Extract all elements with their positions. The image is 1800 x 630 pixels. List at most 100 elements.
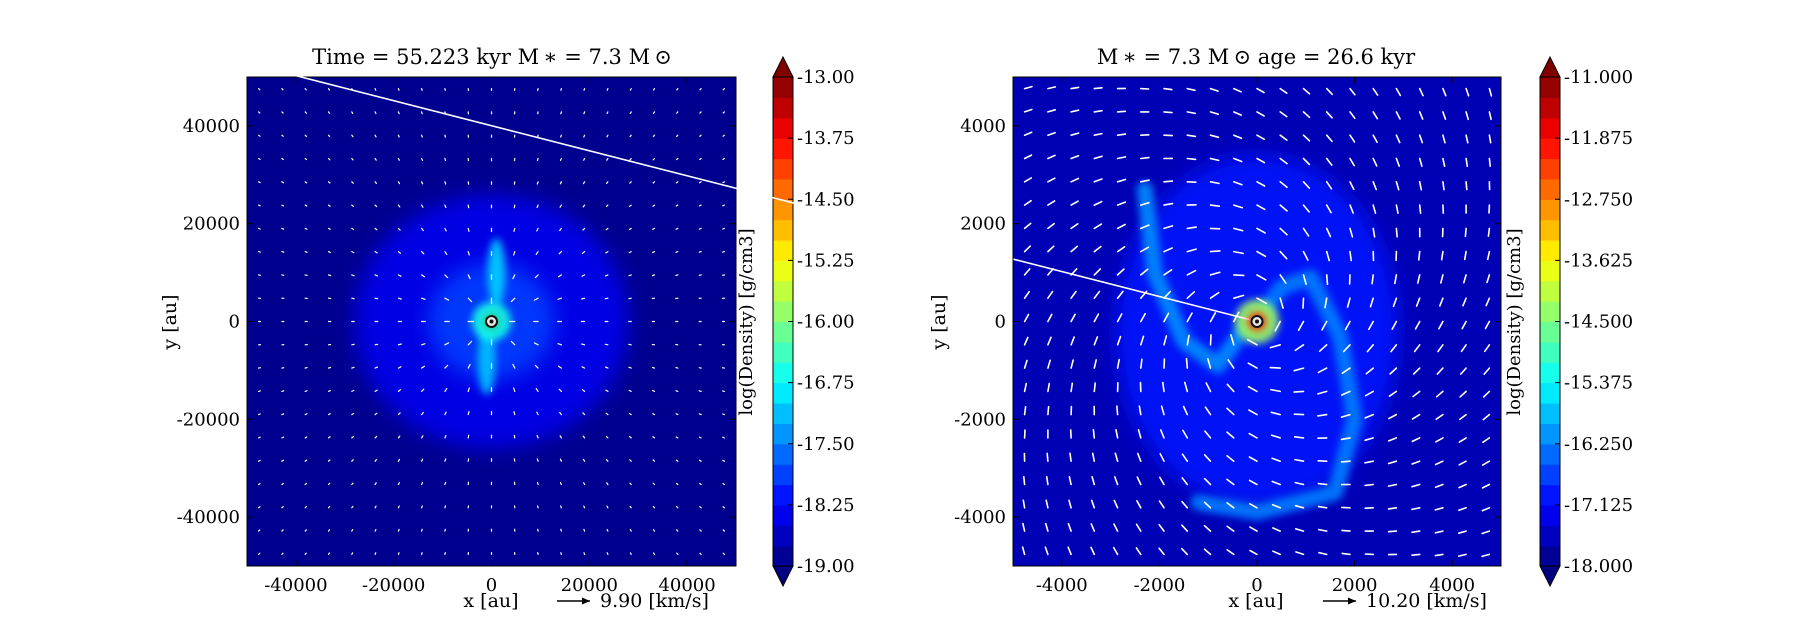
colorbar-band [773, 525, 793, 547]
velocity-vector [1116, 178, 1127, 183]
velocity-vector [1279, 111, 1288, 118]
velocity-vector [421, 365, 425, 369]
colorbar-band [1540, 280, 1560, 302]
velocity-vector [1247, 362, 1258, 369]
velocity-vector [397, 528, 400, 532]
velocity-vector [1070, 382, 1074, 393]
velocity-vector [258, 413, 261, 416]
velocity-vector [1227, 359, 1235, 369]
velocity-vector [605, 459, 609, 462]
colorbar-band [1540, 199, 1560, 221]
velocity-vector [1069, 452, 1072, 463]
velocity-vector [1346, 297, 1351, 308]
velocity-vector [421, 274, 425, 278]
velocity-vector [605, 389, 609, 392]
colorbar-band [773, 97, 793, 119]
velocity-vector [722, 157, 726, 160]
velocity-vector [1045, 522, 1049, 532]
velocity-vector [1093, 359, 1097, 369]
velocity-vector [1418, 204, 1422, 214]
velocity-vector [374, 366, 379, 369]
velocity-vector [1395, 181, 1400, 191]
velocity-vector [1279, 297, 1284, 309]
velocity-vector [327, 366, 332, 369]
velocity-vector [1256, 297, 1267, 305]
velocity-vector [1209, 271, 1221, 276]
velocity-vector [1294, 458, 1305, 463]
velocity-vector [722, 413, 726, 416]
panel-left-colorbar: -13.00 -13.75 -14.50 -15.25 -16.00 -16.75 -17.… [736, 55, 855, 588]
velocity-vector [582, 458, 586, 462]
velocity-vector [1483, 367, 1491, 375]
velocity-vector [651, 274, 656, 277]
velocity-vector [605, 227, 609, 231]
velocity-vector [1023, 108, 1033, 113]
velocity-vector [698, 459, 702, 462]
velocity-vector [281, 111, 284, 114]
velocity-vector [1186, 134, 1197, 138]
velocity-vector [513, 251, 516, 256]
velocity-vector [304, 157, 308, 161]
velocity-vector [1093, 245, 1102, 253]
velocity-vector [1023, 177, 1033, 183]
velocity-vector [1302, 111, 1311, 119]
velocity-vector [559, 482, 563, 486]
velocity-vector [444, 274, 449, 279]
velocity-vector [1484, 320, 1491, 330]
velocity-vector [536, 458, 539, 462]
velocity-vector [629, 505, 632, 509]
velocity-vector [327, 274, 332, 277]
colorbar-band [773, 240, 793, 261]
velocity-vector [652, 552, 656, 556]
velocity-vector [1047, 86, 1057, 90]
velocity-vector [258, 204, 261, 207]
velocity-vector [1387, 437, 1398, 442]
velocity-vector [1297, 320, 1305, 332]
velocity-vector [444, 157, 447, 162]
velocity-vector [374, 181, 377, 184]
velocity-vector [1271, 503, 1281, 509]
velocity-vector [258, 506, 261, 509]
velocity-vector [1434, 553, 1444, 557]
velocity-vector [1163, 290, 1172, 300]
filament-north [487, 238, 506, 307]
velocity-vector [1372, 157, 1378, 167]
velocity-vector [1113, 523, 1119, 532]
velocity-vector [1233, 294, 1245, 300]
velocity-vector [1233, 87, 1242, 93]
colorbar-tick-label: -14.50 [797, 189, 855, 210]
velocity-vector [1411, 506, 1421, 511]
velocity-vector [1256, 227, 1266, 234]
velocity-vector [1418, 181, 1423, 191]
velocity-vector [1294, 527, 1305, 532]
velocity-vector [1116, 405, 1119, 416]
velocity-vector [1203, 524, 1212, 532]
velocity-vector [581, 251, 586, 254]
velocity-vector [1233, 111, 1242, 116]
velocity-vector [327, 529, 331, 532]
velocity-vector [1209, 204, 1221, 207]
velocity-vector [1395, 134, 1401, 144]
velocity-vector [652, 181, 656, 184]
velocity-vector [1269, 343, 1281, 349]
velocity-vector [1463, 274, 1467, 284]
velocity-vector [1162, 381, 1165, 393]
velocity-vector [351, 459, 354, 462]
velocity-vector [304, 459, 308, 462]
velocity-vector [1182, 429, 1189, 439]
velocity-vector [1488, 134, 1492, 144]
velocity-vector [1462, 297, 1467, 307]
colorbar-band [1540, 362, 1560, 384]
velocity-vector [421, 435, 424, 439]
velocity-vector [304, 552, 307, 556]
velocity-vector [1093, 268, 1102, 276]
velocity-vector [1325, 274, 1329, 286]
velocity-vector [628, 412, 632, 416]
velocity-vector [351, 227, 355, 231]
velocity-vector [1487, 227, 1491, 237]
velocity-vector [513, 434, 516, 439]
velocity-vector [281, 459, 284, 462]
x-tick-label: 0 [1251, 575, 1262, 596]
velocity-vector [327, 227, 331, 230]
colorbar-band [773, 382, 793, 404]
